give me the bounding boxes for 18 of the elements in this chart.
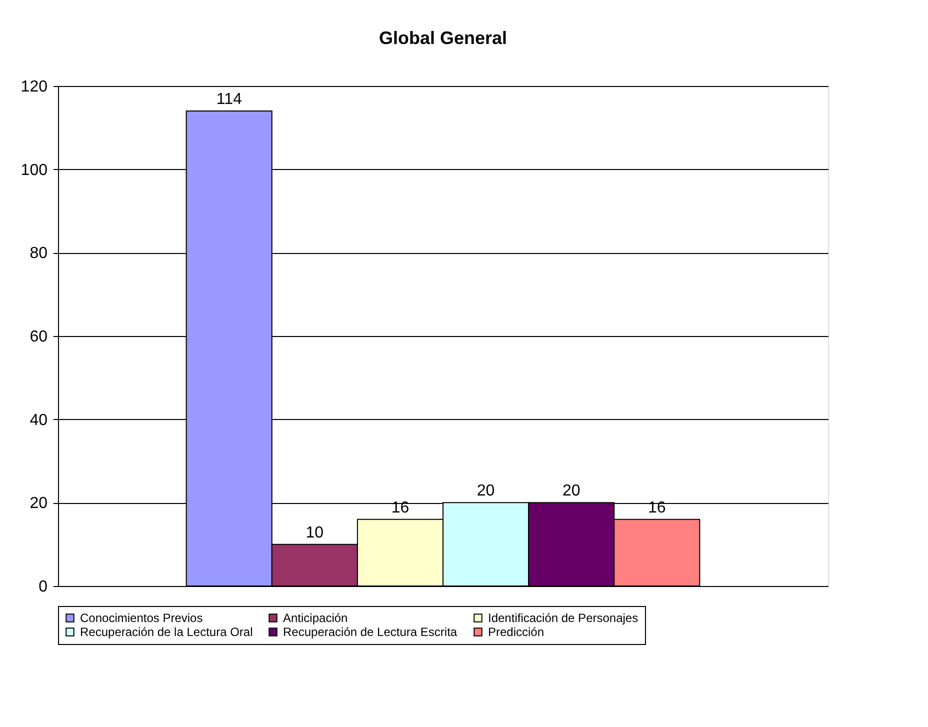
legend-label: Identificación de Personajes (488, 611, 638, 625)
y-tick-label: 40 (30, 412, 48, 429)
legend-label: Predicción (488, 625, 544, 639)
data-label: 114 (216, 91, 242, 108)
y-tick-label: 0 (38, 578, 48, 596)
y-tick-label: 80 (30, 245, 48, 262)
legend-label: Recuperación de Lectura Escrita (283, 625, 458, 639)
y-tick-label: 20 (30, 495, 48, 512)
legend-label: Anticipación (283, 611, 348, 625)
legend-label: Conocimientos Previos (80, 611, 203, 625)
y-tick-label: 120 (20, 78, 48, 96)
data-label: 10 (306, 524, 324, 542)
y-tick-label: 100 (20, 162, 48, 179)
chart-title: Global General (378, 28, 508, 48)
legend-label: Recuperación de la Lectura Oral (80, 625, 253, 639)
y-tick-label: 60 (30, 328, 48, 346)
data-label: 20 (562, 482, 580, 500)
data-label: 20 (476, 482, 495, 500)
